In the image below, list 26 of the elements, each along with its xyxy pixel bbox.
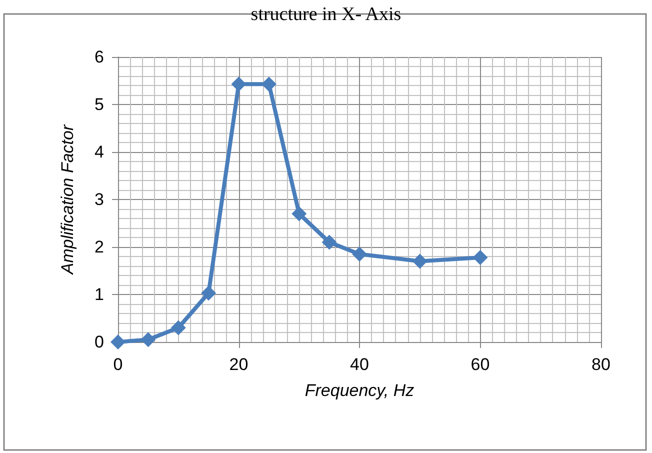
- point: [261, 76, 276, 92]
- point: [292, 206, 307, 222]
- point: [352, 246, 367, 262]
- y-tick-label: 1: [94, 285, 104, 304]
- point: [110, 334, 126, 350]
- y-axis-title: Amplification Factor: [58, 124, 77, 276]
- x-tick-label: 0: [113, 355, 123, 374]
- x-tick-label: 40: [350, 355, 369, 374]
- y-tick-label: 6: [94, 48, 104, 66]
- x-tick-label: 20: [229, 355, 248, 374]
- y-tick-label: 2: [94, 238, 104, 256]
- chart-title: structure in X- Axis: [250, 4, 402, 25]
- x-tick-label: 80: [592, 355, 610, 374]
- point: [140, 332, 156, 348]
- y-tick-label: 5: [94, 95, 104, 114]
- y-tick-label: 3: [94, 190, 104, 209]
- point: [170, 320, 186, 336]
- x-axis-title: Frequency, Hz: [304, 381, 415, 400]
- x-tick-label: 60: [470, 355, 490, 374]
- y-tick-label: 4: [94, 142, 104, 162]
- point: [472, 250, 488, 265]
- point: [412, 254, 428, 269]
- y-tick-label: 0: [94, 332, 104, 352]
- point: [201, 286, 216, 301]
- point: [322, 234, 337, 250]
- point: [231, 76, 246, 92]
